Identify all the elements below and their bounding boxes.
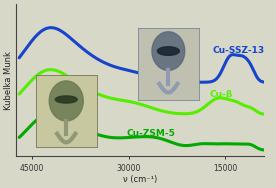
Polygon shape — [152, 32, 185, 70]
Text: Cu-β: Cu-β — [209, 90, 233, 99]
Y-axis label: Kubelka Munk: Kubelka Munk — [4, 51, 13, 110]
Text: Cu-SSZ-13: Cu-SSZ-13 — [213, 46, 265, 55]
Polygon shape — [157, 47, 179, 55]
X-axis label: ν (cm⁻¹): ν (cm⁻¹) — [123, 175, 157, 184]
Polygon shape — [49, 81, 83, 121]
Text: Cu-ZSM-5: Cu-ZSM-5 — [127, 129, 176, 138]
Polygon shape — [55, 96, 77, 103]
